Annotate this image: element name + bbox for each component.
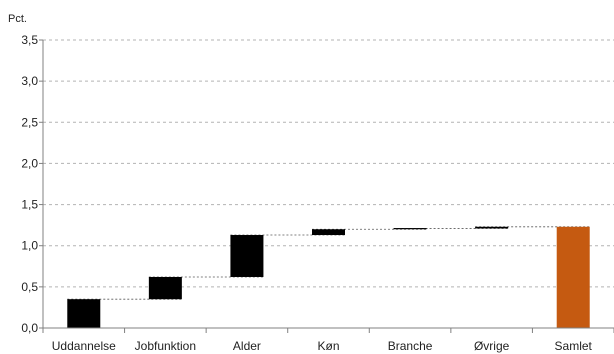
axes	[39, 39, 614, 333]
x-tick-label: Køn	[317, 339, 339, 353]
y-tick-label: 1,5	[21, 198, 38, 212]
bar-branche	[393, 228, 427, 230]
y-tick-label: 2,5	[21, 115, 38, 129]
bar-total-samlet	[556, 226, 590, 328]
y-tick-labels: 0,0 0,5 1,0 1,5 2,0 2,5 3,0 3,5	[21, 33, 38, 335]
x-tick-label: Samlet	[555, 339, 593, 353]
x-tick-label: Jobfunktion	[135, 339, 196, 353]
x-tick-label: Øvrige	[474, 339, 510, 353]
y-tick-label: 0,0	[21, 321, 38, 335]
bar-alder	[230, 235, 264, 277]
connector-lines	[67, 226, 590, 300]
y-tick-label: 1,0	[21, 239, 38, 253]
bars	[67, 226, 590, 328]
bar-jobfunktion	[148, 276, 182, 300]
x-tick-label: Branche	[388, 339, 433, 353]
gridlines	[43, 39, 614, 288]
bar-uddannelse	[67, 299, 101, 328]
x-tick-label: Alder	[233, 339, 261, 353]
bar-køn	[312, 229, 345, 236]
y-tick-label: 3,0	[21, 74, 38, 88]
y-axis-unit-label: Pct.	[8, 13, 27, 25]
y-tick-label: 0,5	[21, 280, 38, 294]
x-tick-labels: Uddannelse Jobfunktion Alder Køn Branche Øvri…	[52, 339, 593, 353]
x-tick-label: Uddannelse	[52, 339, 116, 353]
bar-øvrige	[475, 226, 509, 229]
y-tick-label: 2,0	[21, 156, 38, 170]
y-tick-label: 3,5	[21, 33, 38, 47]
